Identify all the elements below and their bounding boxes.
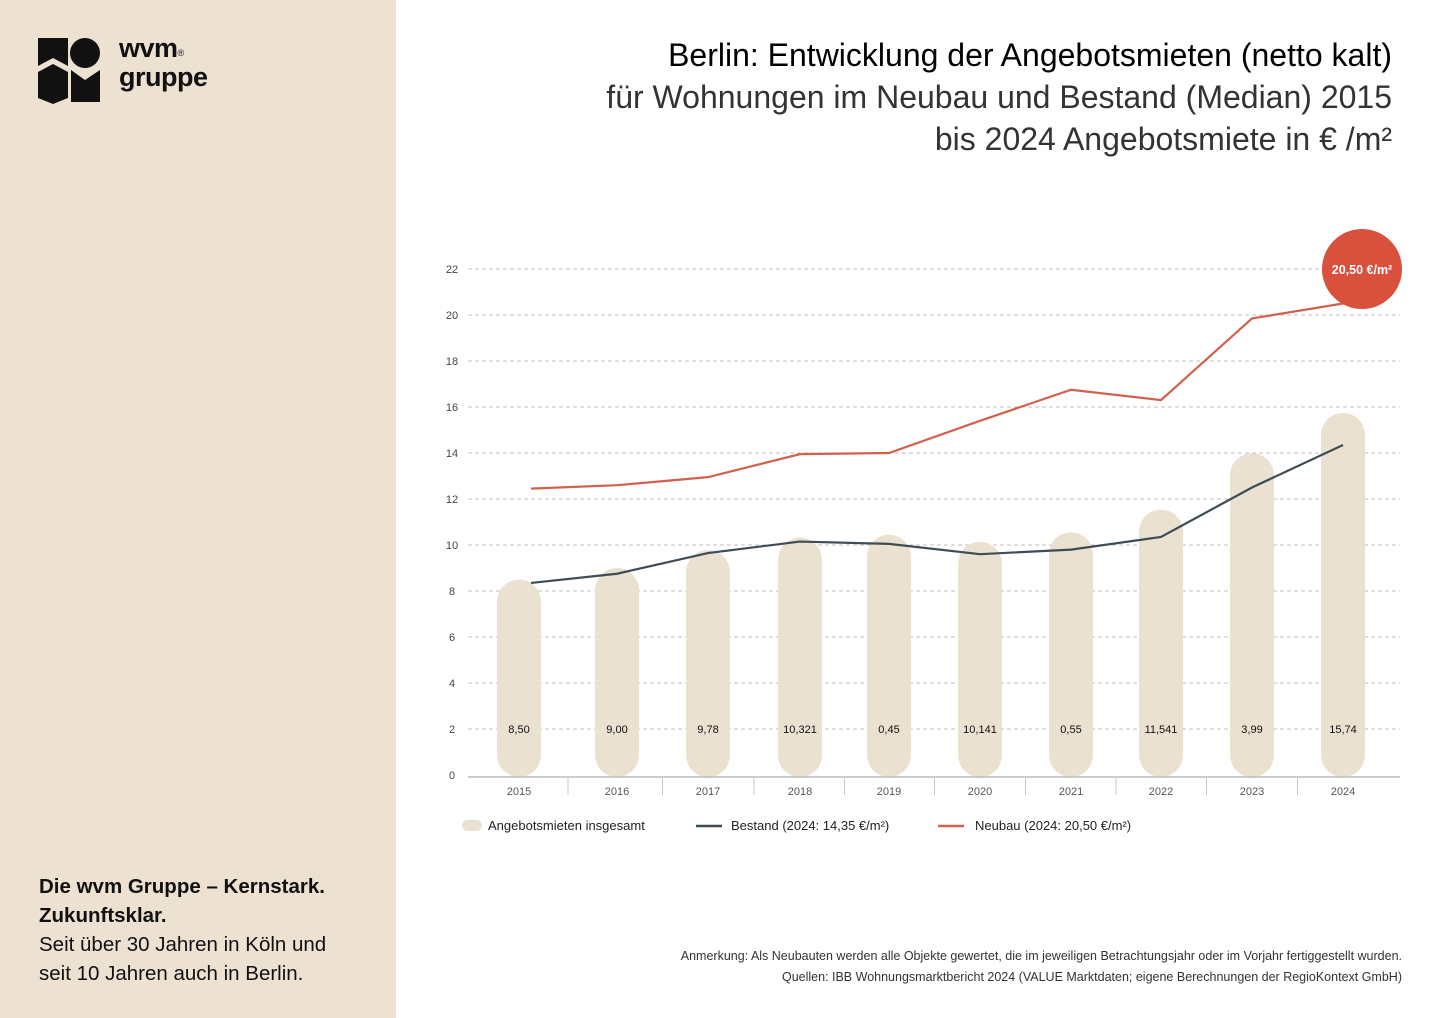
x-tick-label: 2015 [507,786,531,798]
bar-label: 10,321 [783,724,817,736]
x-tick-label: 2024 [1331,786,1355,798]
y-tick-label: 18 [446,356,458,368]
bar [1049,532,1093,777]
x-tick-label: 2021 [1059,786,1083,798]
x-tick-label: 2019 [877,786,901,798]
bestand-line [530,443,1344,585]
bar-label: 10,141 [963,724,997,736]
chart-title: Berlin: Entwicklung der Angebotsmieten (… [606,37,1392,157]
y-tick-label: 16 [446,402,458,414]
tagline: Die wvm Gruppe – Kernstark. Zukunftsklar… [39,875,327,985]
x-tick-label: 2020 [968,786,992,798]
neubau-line [530,302,1344,490]
y-tick-label: 20 [446,310,458,322]
x-tick-label: 2022 [1149,786,1173,798]
x-tick-label: 2023 [1240,786,1264,798]
bar-label: 8,50 [508,724,529,736]
bar [1321,412,1365,777]
y-tick-label: 0 [449,770,455,782]
y-tick-label: 12 [446,494,458,506]
highlight-bubble [1322,229,1402,309]
legend-label-neubau: Neubau (2024: 20,50 €/m²) [975,818,1131,833]
bar [1139,509,1183,777]
bar-label: 0,45 [878,724,899,736]
bar-label: 15,74 [1329,724,1357,736]
bar [778,537,822,777]
y-tick-label: 6 [449,632,455,644]
bar-label: 9,78 [697,724,718,736]
footnotes: Anmerkung: Als Neubauten werden alle Obj… [680,949,1402,984]
legend-label-bars: Angebotsmieten insgesamt [488,818,645,833]
bar-label: 11,541 [1145,724,1178,736]
bar-label: 0,55 [1060,724,1081,736]
y-tick-label: 10 [446,540,458,552]
bar [867,534,911,777]
bar [686,550,730,777]
sidebar: wvm® gruppe Die wvm Gruppe – Kernstark. … [0,0,396,1018]
legend-swatch-bars [462,820,482,831]
bar [1230,453,1274,777]
y-tick-label: 4 [449,678,455,690]
x-tick-label: 2016 [605,786,629,798]
x-tick-label: 2018 [788,786,812,798]
bar [497,579,541,777]
x-tick-label: 2017 [696,786,720,798]
brand-name: wvm® gruppe [119,33,208,92]
y-tick-label: 2 [449,724,455,736]
legend-label-bestand: Bestand (2024: 14,35 €/m²) [731,818,889,833]
y-tick-label: 8 [449,586,455,598]
bar [595,568,639,777]
highlight-label: 20,50 €/m² [1332,263,1392,277]
bar-label: 3,99 [1241,724,1262,736]
wvm-logo-icon [38,38,100,104]
bar-label: 9,00 [606,724,627,736]
y-tick-label: 14 [446,448,458,460]
bar [958,541,1002,777]
y-tick-label: 22 [446,264,458,276]
